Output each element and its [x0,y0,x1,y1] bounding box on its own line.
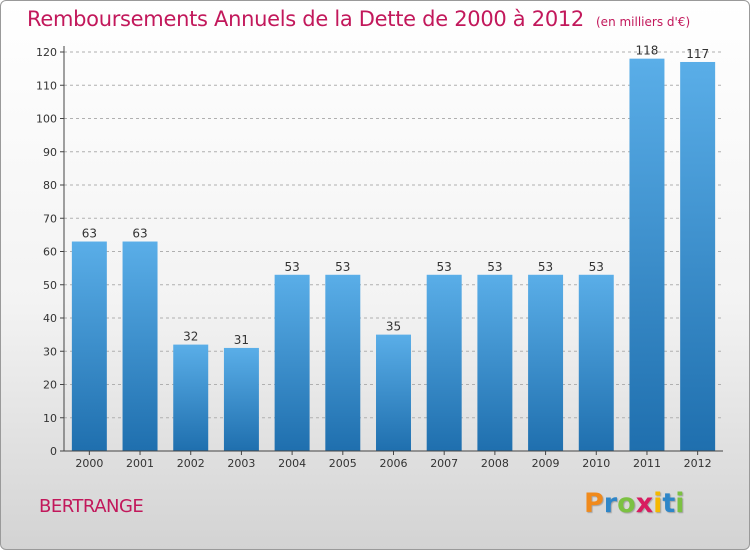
data-label: 117 [686,47,709,61]
bar-2009 [528,274,564,451]
bar-2001 [122,241,158,451]
commune-name: BERTRANGE [39,496,144,517]
bars: 63 63 32 31 53 53 35 53 53 53 53 118 117 [71,44,716,452]
bar-2010 [578,274,614,451]
chart-subtitle: (en milliers d'€) [596,15,691,29]
logo-letter: o [617,488,636,519]
data-label: 53 [335,260,350,274]
y-axis: 0 10 20 30 40 50 60 70 80 90 100 110 120 [36,46,65,458]
bar-2004 [274,274,310,451]
x-tick-label: 2004 [278,457,306,470]
data-label: 53 [538,260,553,274]
bar-2002 [173,344,209,451]
y-tick-label: 120 [36,46,57,59]
y-tick-label: 90 [43,146,57,159]
y-tick-label: 30 [43,345,57,358]
y-tick-label: 0 [50,445,57,458]
data-label: 53 [589,260,604,274]
bar-2006 [376,334,411,451]
x-tick-label: 2005 [329,457,357,470]
bar-2011 [629,58,665,452]
data-label: 63 [82,227,97,241]
data-label: 53 [284,260,299,274]
bar-2008 [477,274,513,451]
data-label: 35 [386,320,401,334]
x-tick-label: 2007 [430,457,458,470]
y-tick-label: 110 [36,79,57,92]
data-label: 32 [183,330,198,344]
x-tick-label: 2011 [633,457,661,470]
x-tick-label: 2012 [684,457,712,470]
chart-title-text: Remboursements Annuels de la Dette de 20… [27,7,584,31]
proxiti-logo: Proxiti [584,488,685,519]
y-tick-label: 70 [43,212,57,225]
bar-2000 [71,241,107,451]
y-tick-label: 80 [43,179,57,192]
logo-letter: x [635,488,654,519]
data-label: 63 [132,227,147,241]
x-tick-label: 2008 [481,457,509,470]
bar-2007 [426,274,462,451]
logo-letter: i [675,488,685,519]
y-tick-label: 40 [43,312,57,325]
x-tick-label: 2010 [582,457,610,470]
bar-2012 [680,61,716,451]
x-tick-label: 2001 [126,457,154,470]
data-label: 53 [487,260,502,274]
chart-title: Remboursements Annuels de la Dette de 20… [27,7,690,31]
x-tick-label: 2003 [227,457,255,470]
x-tick-label: 2009 [532,457,560,470]
bar-chart: 0 10 20 30 40 50 60 70 80 90 100 110 120 63 63 32 31 53 5… [36,44,723,470]
data-label: 118 [636,44,659,58]
logo-letter: t [662,488,676,519]
bar-2005 [325,274,361,451]
logo-letter: r [603,488,618,519]
x-tick-label: 2006 [380,457,408,470]
x-tick-label: 2002 [177,457,205,470]
bar-2003 [223,347,259,451]
y-tick-label: 60 [43,246,57,259]
y-tick-label: 50 [43,279,57,292]
data-label: 53 [437,260,452,274]
y-tick-label: 10 [43,412,57,425]
logo-letter: i [653,488,663,519]
logo-letter: P [584,488,604,519]
y-tick-label: 100 [36,113,57,126]
data-label: 31 [234,333,249,347]
y-tick-label: 20 [43,379,57,392]
x-axis: 2000 2001 2002 2003 2004 2005 2006 2007 2008 2009… [64,450,723,470]
x-tick-label: 2000 [75,457,103,470]
